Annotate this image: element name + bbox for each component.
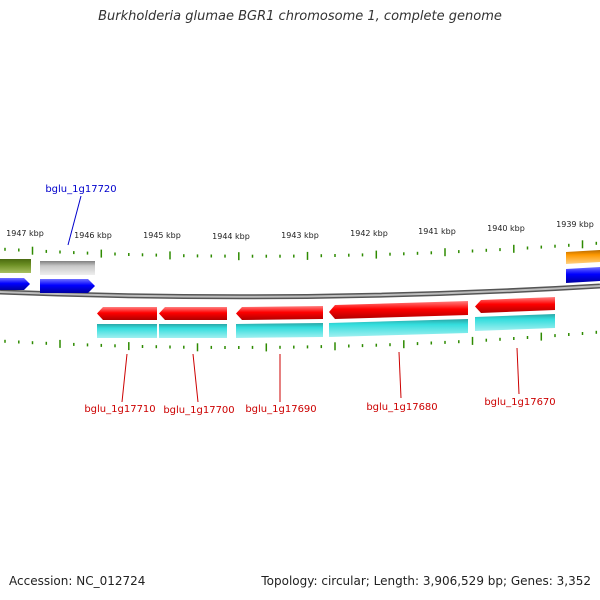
rna-teal[interactable] xyxy=(475,314,555,331)
kbp-label: 1941 kbp xyxy=(418,227,456,236)
leader-line xyxy=(67,195,82,246)
leader-line xyxy=(192,353,199,403)
kbp-label: 1947 kbp xyxy=(6,229,44,238)
cds-reverse[interactable] xyxy=(329,301,468,319)
cds-reverse[interactable] xyxy=(475,297,555,313)
forward-genes xyxy=(0,250,600,293)
leader-line xyxy=(398,351,402,399)
scale-ticks-upper xyxy=(4,240,598,261)
cds-forward[interactable] xyxy=(566,267,600,283)
gene-label[interactable]: bglu_1g17710 xyxy=(84,404,155,415)
genome-stats-text: Topology: circular; Length: 3,906,529 bp… xyxy=(261,574,591,588)
gene-olive[interactable] xyxy=(0,259,31,273)
backbone xyxy=(0,283,600,300)
label-leaders xyxy=(67,195,520,403)
cds-forward[interactable] xyxy=(0,278,30,290)
kbp-label: 1942 kbp xyxy=(350,229,388,238)
cds-forward[interactable] xyxy=(40,279,95,293)
genome-title: Burkholderia glumae BGR1 chromosome 1, c… xyxy=(98,9,502,24)
rna-teal[interactable] xyxy=(159,324,227,338)
kbp-label: 1939 kbp xyxy=(556,220,594,229)
rna-teal[interactable] xyxy=(329,319,468,337)
gene-label[interactable]: bglu_1g17690 xyxy=(245,404,316,415)
gene-label[interactable]: bglu_1g17720 xyxy=(45,184,116,195)
gene-label[interactable]: bglu_1g17700 xyxy=(163,405,234,416)
gene-labels: bglu_1g17720 bglu_1g17710 bglu_1g17700 b… xyxy=(45,184,555,416)
rna-teal[interactable] xyxy=(236,323,323,338)
kbp-label: 1943 kbp xyxy=(281,231,319,240)
leader-line xyxy=(121,353,128,403)
kbp-label: 1946 kbp xyxy=(74,231,112,240)
gene-orange[interactable] xyxy=(566,250,600,264)
rna-teal[interactable] xyxy=(97,324,157,338)
leader-line xyxy=(516,347,520,395)
cds-reverse[interactable] xyxy=(159,307,227,320)
kbp-label: 1944 kbp xyxy=(212,232,250,241)
kbp-label: 1940 kbp xyxy=(487,224,525,233)
gene-gray[interactable] xyxy=(40,261,95,275)
cds-reverse[interactable] xyxy=(97,307,157,320)
scale-labels: 1947 kbp 1946 kbp 1945 kbp 1944 kbp 1943… xyxy=(6,220,594,241)
reverse-genes xyxy=(97,297,555,338)
gene-label[interactable]: bglu_1g17680 xyxy=(366,402,437,413)
accession-text: Accession: NC_012724 xyxy=(9,574,146,588)
gene-label[interactable]: bglu_1g17670 xyxy=(484,397,555,408)
kbp-label: 1945 kbp xyxy=(143,231,181,240)
cds-reverse[interactable] xyxy=(236,306,323,320)
scale-ticks-lower xyxy=(4,330,598,352)
